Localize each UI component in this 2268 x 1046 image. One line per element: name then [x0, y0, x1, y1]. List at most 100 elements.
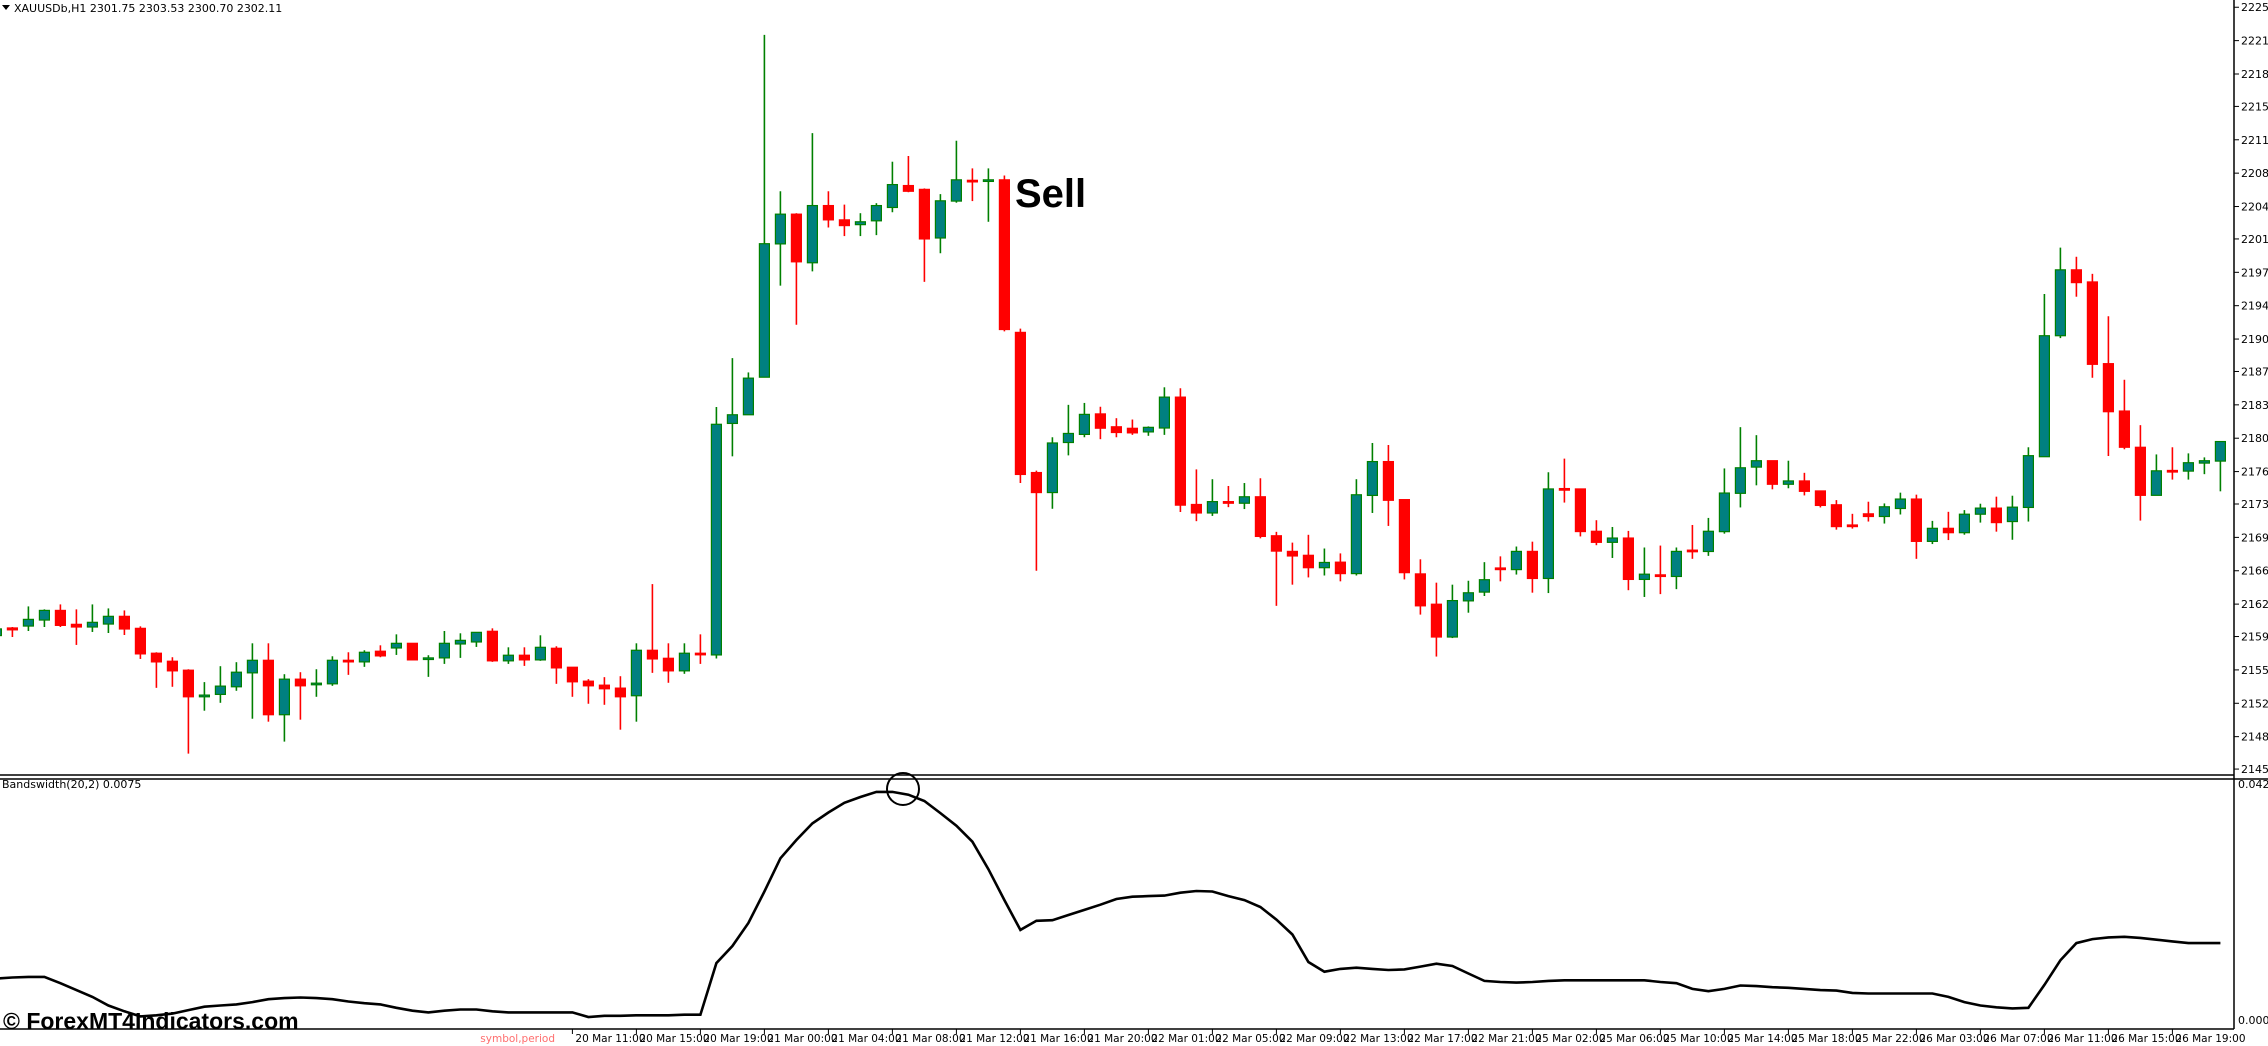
candle-body-bear	[582, 680, 595, 687]
candle-body-bear	[1302, 554, 1315, 569]
triangle-down-icon[interactable]	[2, 5, 10, 10]
candle	[1590, 520, 1603, 546]
sell-annotation: Sell	[1015, 172, 1086, 216]
price-tick-label: 2166.3	[2241, 565, 2268, 578]
candle	[1078, 402, 1091, 438]
candle	[1798, 472, 1811, 496]
candle-body-bear	[1910, 498, 1923, 542]
candle-body-bear	[182, 669, 194, 698]
candle	[2054, 247, 2066, 339]
candle-body-bull	[774, 213, 787, 245]
candle-body-bear	[1574, 488, 1587, 533]
candle-body-bull	[1078, 413, 1091, 436]
candle-body-bear	[1798, 480, 1811, 492]
indicator-panel: 0.0421 0.0009	[0, 772, 2268, 1027]
candle	[790, 213, 803, 325]
candle-body-bear	[902, 184, 915, 192]
candle	[1206, 479, 1219, 516]
time-tick-label: 20 Mar 15:00	[639, 1033, 709, 1045]
candle	[502, 647, 514, 664]
candle	[710, 407, 723, 659]
candle	[2022, 447, 2035, 522]
candle-body-bull	[422, 657, 434, 661]
candle	[1414, 559, 1427, 615]
candle-body-bull	[1670, 550, 1683, 578]
candle-body-bull	[326, 659, 338, 685]
candle-body-bull	[1750, 460, 1763, 468]
candle	[902, 155, 915, 193]
price-tick-label: 2197.6	[2241, 266, 2268, 279]
candle-body-bull	[854, 221, 867, 226]
candle-body-bull	[758, 243, 771, 378]
candle	[294, 672, 306, 720]
candle-body-bull	[1446, 599, 1459, 638]
candle-body-bull	[1878, 506, 1891, 518]
candle	[1238, 483, 1251, 510]
candle	[582, 679, 595, 704]
candle	[742, 372, 755, 416]
candle	[1494, 556, 1507, 582]
candle-body-bull	[886, 183, 899, 209]
candle	[1814, 490, 1827, 508]
candle	[1190, 469, 1203, 522]
candle-body-bull	[1350, 494, 1363, 575]
candle	[1366, 442, 1379, 513]
candle	[1126, 419, 1139, 435]
candle-body-bear	[374, 650, 386, 657]
candle-body-bear	[646, 649, 659, 660]
time-tick-label: 21 Mar 16:00	[1023, 1033, 1093, 1045]
price-tick-label: 2215.0	[2241, 100, 2268, 113]
candle-body-bear	[1222, 501, 1235, 504]
candle-body-bull	[1542, 488, 1555, 580]
candle-body-bull	[1958, 513, 1971, 534]
candle	[2038, 294, 2051, 458]
candle	[86, 604, 99, 632]
candle	[278, 674, 290, 742]
time-tick-label: 22 Mar 05:00	[1215, 1033, 1285, 1045]
candle	[1638, 547, 1651, 597]
candle-body-bear	[1254, 496, 1267, 538]
candle	[1014, 328, 1027, 484]
candle	[214, 666, 226, 703]
candle-body-bull	[710, 423, 723, 656]
candle	[1894, 492, 1907, 515]
candle-body-bull	[502, 654, 514, 662]
candle-body-bear	[662, 657, 675, 672]
candle-body-bear	[134, 627, 146, 655]
candle	[358, 650, 370, 667]
candle	[198, 682, 210, 711]
candle-body-bull	[1366, 460, 1379, 497]
candle	[182, 669, 194, 754]
time-tick-label: 21 Mar 00:00	[767, 1033, 837, 1045]
candle	[246, 643, 258, 719]
candle-body-bear	[790, 213, 803, 263]
candle-body-bear	[1942, 527, 1955, 534]
price-tick-label: 2169.8	[2241, 531, 2268, 544]
candle	[1158, 387, 1171, 435]
candle-body-bull	[310, 682, 322, 686]
time-tick-label: 26 Mar 19:00	[2175, 1033, 2245, 1045]
candle	[102, 608, 115, 634]
candle-body-bear	[1846, 524, 1859, 528]
candle	[1110, 418, 1123, 438]
candle	[38, 609, 51, 628]
candle-body-bear	[118, 615, 131, 630]
candle	[1142, 426, 1155, 436]
candle	[534, 635, 547, 661]
candle	[550, 646, 563, 684]
candle	[22, 606, 34, 632]
candle-body-bull	[1238, 496, 1251, 504]
candle	[806, 133, 819, 272]
candle-body-bull	[1638, 573, 1651, 581]
time-tick-label: 26 Mar 07:00	[1983, 1033, 2053, 1045]
candle-body-bear	[2102, 363, 2114, 413]
candle	[2006, 495, 2019, 540]
candle-body-bull	[390, 642, 402, 649]
candle-body-bear	[550, 647, 563, 669]
candle	[118, 610, 131, 636]
candle	[406, 642, 418, 661]
candle	[1622, 530, 1635, 591]
candle	[1654, 545, 1667, 595]
price-tick-label: 2152.4	[2241, 697, 2268, 710]
candle-body-bull	[1046, 442, 1059, 494]
